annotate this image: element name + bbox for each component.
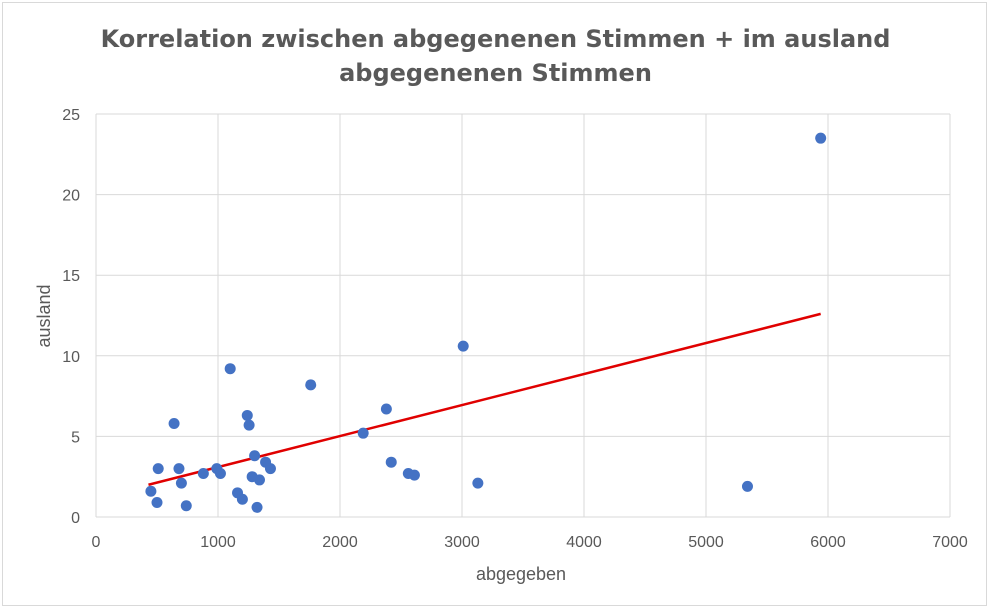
- y-tick-label: 25: [62, 107, 80, 124]
- data-point: [175, 477, 187, 489]
- x-tick-label: 5000: [688, 534, 724, 551]
- y-tick-label: 15: [62, 268, 80, 285]
- data-point: [815, 132, 827, 144]
- x-tick-label: 3000: [444, 534, 480, 551]
- data-point: [249, 450, 261, 462]
- data-point: [253, 474, 265, 486]
- data-point: [380, 403, 392, 415]
- data-point: [180, 500, 192, 512]
- data-point: [236, 493, 248, 505]
- data-point: [472, 477, 484, 489]
- y-tick-label: 5: [71, 429, 80, 446]
- y-tick-label: 20: [62, 188, 80, 205]
- x-axis-title: abgegeben: [476, 564, 566, 584]
- y-tick-label: 0: [71, 510, 80, 527]
- data-point: [251, 501, 263, 513]
- data-point: [214, 467, 226, 479]
- x-tick-label: 2000: [322, 534, 358, 551]
- y-tick-label: 10: [62, 349, 80, 366]
- data-point: [457, 340, 469, 352]
- x-axis-ticks: 0 1000 2000 3000 4000 5000 6000 7000: [92, 534, 968, 551]
- data-point: [173, 463, 185, 475]
- data-point: [168, 418, 180, 430]
- data-point: [224, 363, 236, 375]
- trendline-group: [148, 312, 821, 486]
- chart-title-line-1: Korrelation zwischen abgegenenen Stimmen…: [100, 25, 891, 53]
- data-point: [241, 409, 253, 421]
- data-point: [264, 463, 276, 475]
- gridlines: [95, 113, 951, 518]
- data-point: [145, 485, 157, 497]
- data-point: [385, 456, 397, 468]
- data-point: [151, 496, 163, 508]
- data-point: [152, 463, 164, 475]
- data-point: [357, 427, 369, 439]
- data-point: [197, 467, 209, 479]
- trendline: [148, 312, 821, 486]
- x-tick-label: 7000: [932, 534, 968, 551]
- y-axis-ticks: 0 5 10 15 20 25: [62, 107, 80, 527]
- data-points: [145, 132, 827, 513]
- data-point: [741, 480, 753, 492]
- data-point: [408, 469, 420, 481]
- chart-title-line-2: abgegenenen Stimmen: [339, 59, 652, 87]
- x-tick-label: 0: [92, 534, 101, 551]
- x-tick-label: 1000: [200, 534, 236, 551]
- data-point: [305, 379, 317, 391]
- chart-title: Korrelation zwischen abgegenenen Stimmen…: [0, 22, 991, 90]
- x-tick-label: 4000: [566, 534, 602, 551]
- x-tick-label: 6000: [810, 534, 846, 551]
- data-point: [243, 419, 255, 431]
- y-axis-title: ausland: [34, 284, 54, 347]
